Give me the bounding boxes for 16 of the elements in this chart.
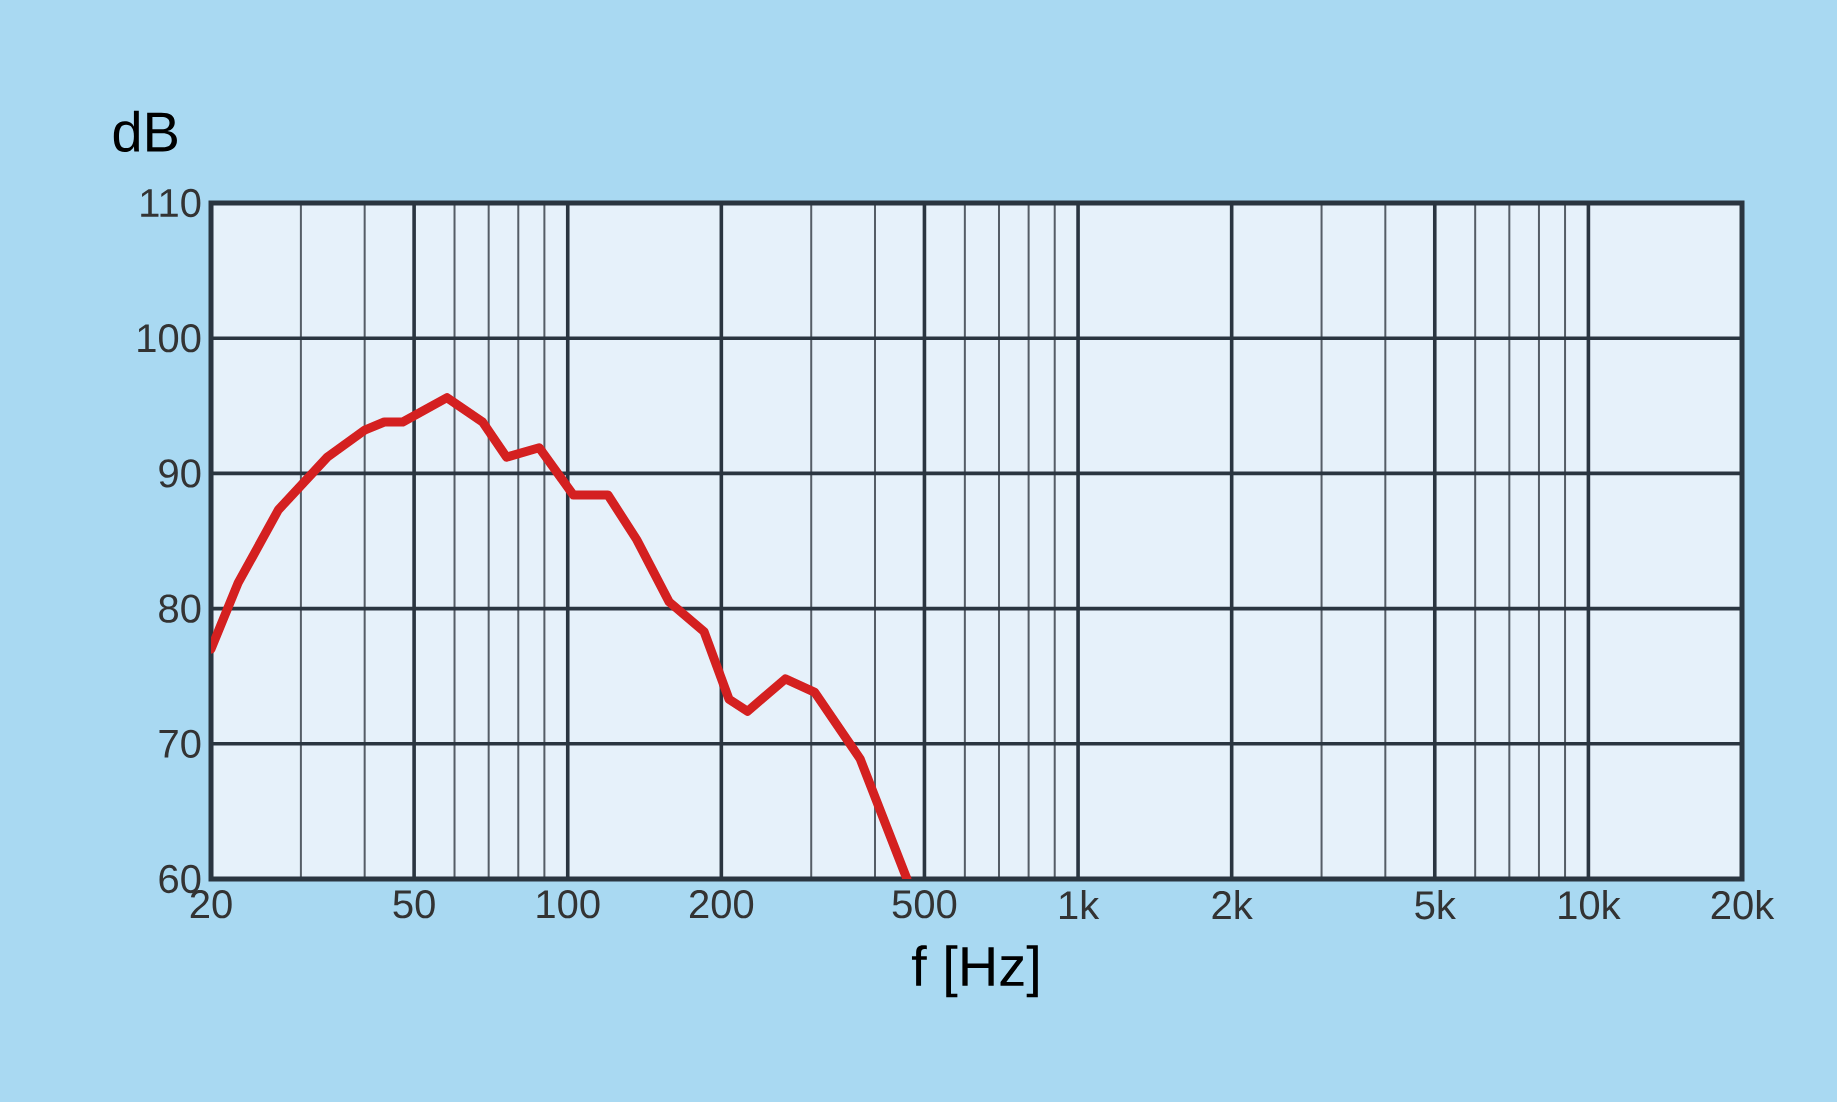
x-tick-label: 200 (689, 890, 754, 919)
y-tick-label: 110 (141, 188, 201, 218)
y-tick-label: 90 (159, 459, 201, 488)
x-axis-title: f [Hz] (911, 945, 1038, 998)
x-tick-label: 20k (1711, 890, 1775, 920)
y-tick-label: 80 (159, 594, 201, 623)
x-tick-label: 2k (1212, 890, 1253, 920)
y-tick-label: 70 (159, 729, 201, 758)
x-tick-label: 10k (1559, 890, 1621, 920)
y-axis-title: dB (113, 110, 177, 152)
x-tick-label: 1k (1059, 890, 1100, 920)
x-tick-label: 50 (393, 890, 435, 919)
y-tick-label: 100 (138, 324, 201, 353)
x-tick-label: 500 (892, 890, 957, 919)
x-tick-label: 5k (1415, 890, 1456, 920)
x-tick-label: 100 (537, 890, 600, 919)
